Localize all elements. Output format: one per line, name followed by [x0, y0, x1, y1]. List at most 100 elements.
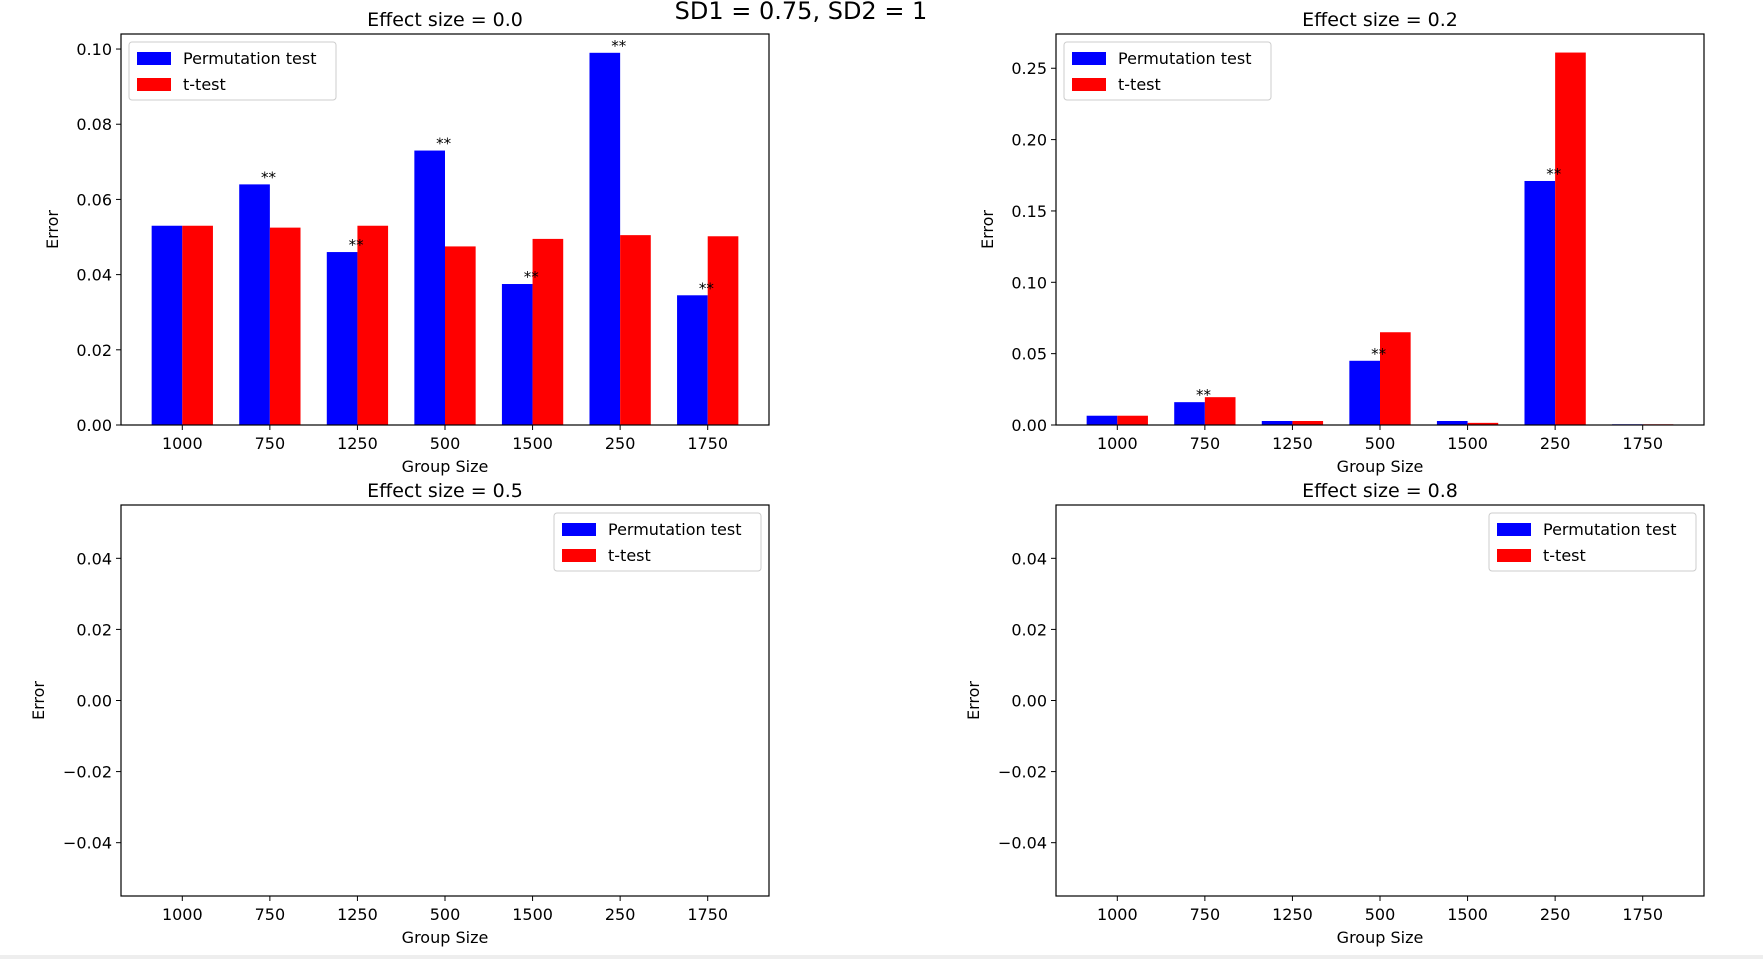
y-tick-label: 0.00	[1011, 692, 1047, 711]
y-tick-label: 0.02	[76, 341, 112, 360]
x-tick-label: 250	[605, 434, 636, 453]
x-tick-label: 500	[1365, 434, 1396, 453]
significance-marker: **	[261, 168, 277, 186]
legend: Permutation test t-test	[553, 512, 762, 572]
x-axis-label: Group Size	[402, 457, 489, 476]
y-tick-label: 0.20	[1011, 131, 1047, 150]
bar-ttest-500	[1380, 332, 1411, 425]
legend-label-ttest: t-test	[608, 546, 651, 565]
legend-box	[128, 41, 337, 101]
y-tick-label: −0.04	[63, 834, 112, 853]
significance-marker: **	[699, 279, 715, 297]
bar-permutation-1000	[151, 225, 183, 425]
significance-marker: **	[1196, 386, 1212, 404]
bar-permutation-750	[1174, 402, 1205, 425]
y-tick-label: 0.10	[76, 40, 112, 59]
bar-ttest-1750	[707, 236, 739, 425]
significance-marker: **	[1371, 345, 1387, 363]
legend-box	[553, 512, 762, 572]
bar-ttest-750	[1204, 397, 1236, 425]
legend-box	[1488, 512, 1697, 572]
axes-title: Effect size = 0.0	[367, 9, 523, 31]
y-tick-label: 0.25	[1011, 59, 1047, 78]
x-tick-label: 1250	[1272, 434, 1313, 453]
x-tick-label: 1250	[1272, 905, 1313, 924]
legend-swatch-permutation	[137, 52, 171, 65]
bar-ttest-1250	[357, 225, 389, 425]
figure-suptitle: SD1 = 0.75, SD2 = 1	[675, 0, 928, 25]
legend: Permutation test t-test	[1488, 512, 1697, 572]
legend-swatch-ttest	[137, 78, 171, 91]
x-tick-label: 1000	[1097, 434, 1138, 453]
chart-panel-3: −0.04 −0.02 0.00 0.02 0.04 1000 750 1250 500 1500…	[29, 480, 770, 947]
x-tick-label: 500	[430, 905, 461, 924]
x-tick-label: 500	[1365, 905, 1396, 924]
x-axis-label: Group Size	[402, 928, 489, 947]
legend-swatch-ttest	[1497, 549, 1531, 562]
bar-ttest-250	[620, 235, 651, 425]
x-tick-label: 1000	[162, 434, 203, 453]
bar-permutation-250	[1524, 180, 1556, 425]
bar-ttest-1500	[1467, 422, 1499, 425]
bar-ttest-1250	[1292, 421, 1324, 425]
y-axis-label: Error	[978, 210, 997, 249]
y-axis-label: Error	[964, 681, 983, 720]
bar-ttest-750	[269, 227, 301, 425]
x-tick-label: 1500	[1447, 905, 1488, 924]
legend-label-permutation: Permutation test	[608, 520, 741, 539]
legend-swatch-ttest	[562, 549, 596, 562]
legend: Permutation test t-test	[128, 41, 337, 101]
x-tick-label: 750	[255, 434, 286, 453]
y-tick-label: 0.00	[1011, 416, 1047, 435]
x-tick-label: 750	[1190, 434, 1221, 453]
bar-permutation-1250	[326, 252, 358, 425]
bottom-strip	[0, 955, 1763, 959]
x-tick-label: 250	[1540, 905, 1571, 924]
y-tick-label: 0.04	[76, 266, 112, 285]
bar-permutation-1250	[1261, 421, 1293, 425]
bar-ttest-1500	[532, 238, 564, 425]
bar-ttest-1000	[182, 225, 213, 425]
y-tick-label: 0.02	[1011, 620, 1047, 639]
y-tick-label: 0.06	[76, 190, 112, 209]
y-tick-label: 0.00	[76, 692, 112, 711]
x-axis-label: Group Size	[1337, 457, 1424, 476]
bar-permutation-1000	[1086, 415, 1118, 425]
legend-label-permutation: Permutation test	[1543, 520, 1676, 539]
x-axis-label: Group Size	[1337, 928, 1424, 947]
significance-marker: **	[349, 236, 365, 254]
chart-panel-4: −0.04 −0.02 0.00 0.02 0.04 1000 750 1250 500 1500…	[964, 480, 1705, 947]
bar-permutation-250	[589, 52, 621, 426]
x-tick-label: 1500	[512, 434, 553, 453]
legend-swatch-permutation	[1072, 52, 1106, 65]
bar-permutation-1750	[677, 295, 708, 425]
x-tick-label: 1500	[1447, 434, 1488, 453]
legend-label-permutation: Permutation test	[1118, 49, 1251, 68]
significance-marker: **	[436, 135, 452, 153]
legend: Permutation test t-test	[1063, 41, 1272, 101]
y-tick-label: 0.00	[76, 416, 112, 435]
y-tick-label: 0.02	[76, 620, 112, 639]
y-tick-label: 0.10	[1011, 273, 1047, 292]
y-tick-label: −0.04	[998, 834, 1047, 853]
axes-title: Effect size = 0.2	[1302, 9, 1458, 31]
legend-label-ttest: t-test	[1543, 546, 1586, 565]
chart-panel-1: ** ** ** ** ** ** 0.00 0.02 0.04 0.06 0.08 0.10 1000…	[43, 9, 770, 476]
y-tick-label: 0.04	[1011, 549, 1047, 568]
bar-permutation-750	[239, 184, 270, 425]
bar-permutation-1500	[501, 284, 533, 425]
y-tick-label: 0.15	[1011, 202, 1047, 221]
bar-permutation-1500	[1436, 421, 1468, 425]
x-tick-label: 750	[1190, 905, 1221, 924]
x-tick-label: 750	[255, 905, 286, 924]
legend-label-permutation: Permutation test	[183, 49, 316, 68]
bar-ttest-1000	[1117, 415, 1148, 425]
bar-permutation-500	[414, 150, 445, 425]
x-tick-label: 1250	[337, 905, 378, 924]
bar-ttest-250	[1555, 52, 1586, 426]
bar-ttest-500	[445, 246, 476, 425]
x-tick-label: 1000	[162, 905, 203, 924]
y-tick-label: 0.08	[76, 115, 112, 134]
bar-permutation-500	[1349, 360, 1380, 425]
